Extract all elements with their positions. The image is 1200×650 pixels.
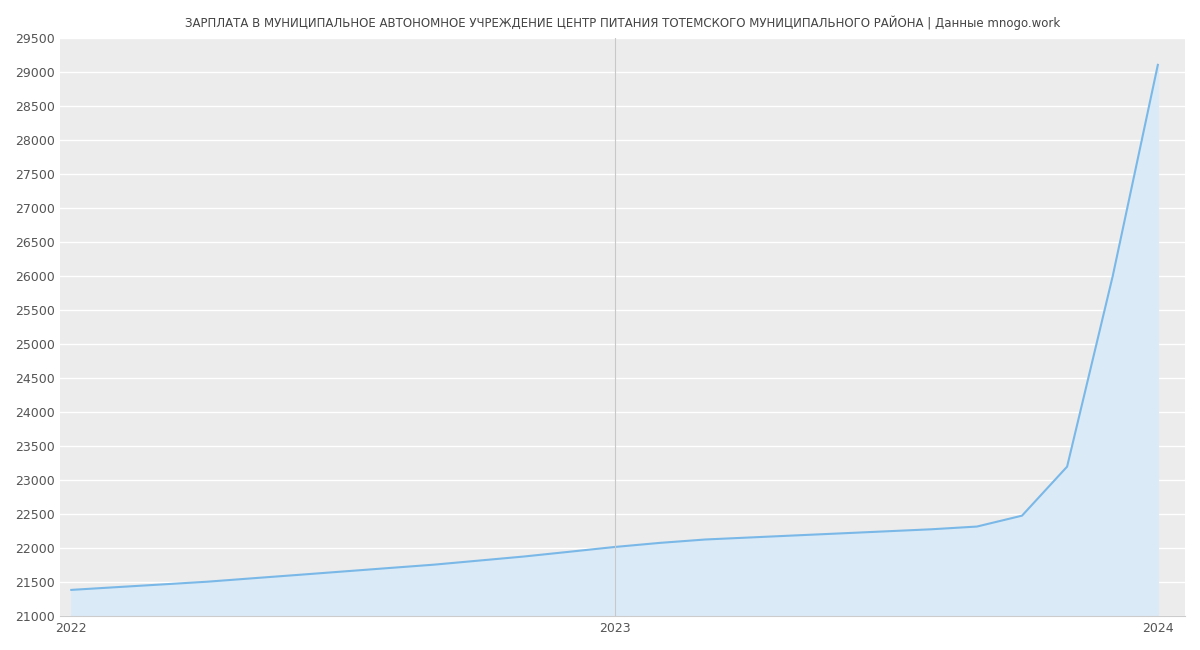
Title: ЗАРПЛАТА В МУНИЦИПАЛЬНОЕ АВТОНОМНОЕ УЧРЕЖДЕНИЕ ЦЕНТР ПИТАНИЯ ТОТЕМСКОГО МУНИЦИПА: ЗАРПЛАТА В МУНИЦИПАЛЬНОЕ АВТОНОМНОЕ УЧРЕ… [185,15,1061,29]
